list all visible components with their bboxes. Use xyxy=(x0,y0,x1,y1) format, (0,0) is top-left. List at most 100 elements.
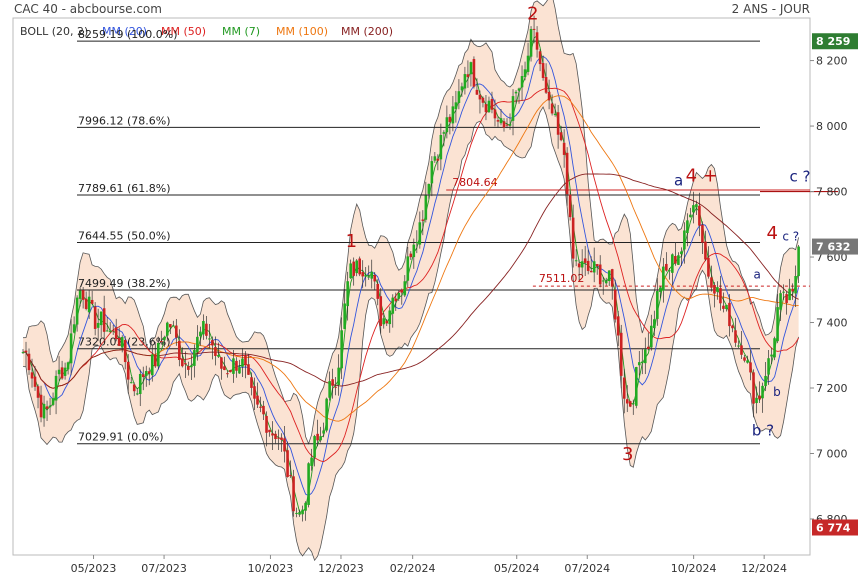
candle-down xyxy=(81,290,85,300)
price-badges: 8 259 7 632 6 774 xyxy=(812,33,858,536)
candle-down xyxy=(481,97,485,103)
bollinger-upper xyxy=(22,0,799,445)
candle-up xyxy=(328,381,331,398)
candle-up xyxy=(397,292,401,299)
candle-up xyxy=(659,287,662,292)
fib-label: 7499.49 (38.2%) xyxy=(78,277,171,290)
fib-label: 8259.19 (100.0%) xyxy=(78,28,178,41)
candle-down xyxy=(538,51,542,65)
candle-down xyxy=(535,32,539,50)
candle-up xyxy=(653,319,656,329)
candle-up xyxy=(782,291,785,293)
candle-down xyxy=(547,91,551,101)
candle-up xyxy=(63,367,67,376)
candle-down xyxy=(734,330,737,343)
candlesticks xyxy=(21,15,800,522)
candle-up xyxy=(87,296,91,313)
candle-up xyxy=(517,88,521,91)
legend-mm20: MM (20) xyxy=(102,25,147,38)
candle-down xyxy=(226,373,229,375)
candle-up xyxy=(677,255,680,265)
candle-up xyxy=(99,311,103,326)
candle-up xyxy=(520,76,524,88)
candle-down xyxy=(532,28,536,30)
bollinger-band xyxy=(22,0,799,562)
wave-label: b xyxy=(773,385,781,399)
level-label: 7511.02 xyxy=(539,272,585,285)
candle-down xyxy=(556,112,560,135)
candle-down xyxy=(256,395,259,405)
price-badge-label: 6 774 xyxy=(816,521,851,534)
candle-up xyxy=(78,290,82,299)
candle-down xyxy=(111,330,115,332)
legend-mm7: MM (7) xyxy=(222,25,260,38)
candle-down xyxy=(701,224,704,243)
wave-label: a xyxy=(754,267,761,281)
candle-down xyxy=(253,386,256,399)
candle-up xyxy=(69,333,73,364)
candle-up xyxy=(406,256,410,281)
candle-down xyxy=(583,258,587,263)
x-tick-label: 02/2024 xyxy=(390,562,436,575)
y-tick-label: 7 400 xyxy=(816,317,848,330)
candle-up xyxy=(631,403,635,405)
y-tick-label: 7 800 xyxy=(816,186,848,199)
candle-up xyxy=(725,304,728,310)
candle-down xyxy=(126,361,130,380)
candle-down xyxy=(117,337,121,346)
candle-up xyxy=(367,276,371,278)
candle-up xyxy=(54,375,58,401)
candle-up xyxy=(108,331,112,333)
wave-label: b ? xyxy=(752,421,774,439)
candle-up xyxy=(202,321,205,335)
candle-down xyxy=(628,401,632,407)
candle-down xyxy=(559,132,563,141)
candle-up xyxy=(42,403,46,419)
candle-up xyxy=(424,195,428,220)
candle-up xyxy=(427,183,431,194)
candle-up xyxy=(607,270,611,282)
candle-down xyxy=(478,94,482,100)
candle-up xyxy=(319,436,322,441)
candle-up xyxy=(66,362,70,370)
fib-label: 7029.91 (0.0%) xyxy=(78,431,164,444)
price-badge-bg xyxy=(812,519,858,536)
price-badge-bg xyxy=(812,33,858,50)
wave-label: 1 xyxy=(346,231,357,252)
candle-up xyxy=(604,281,608,284)
candle-down xyxy=(289,475,292,477)
candle-up xyxy=(773,338,776,358)
candle-up xyxy=(737,345,740,347)
candle-down xyxy=(316,433,319,441)
candle-down xyxy=(274,433,277,440)
candle-up xyxy=(487,100,491,113)
candle-up xyxy=(430,161,434,184)
candle-down xyxy=(436,158,440,161)
candle-down xyxy=(484,104,488,113)
candle-up xyxy=(412,244,416,258)
candle-down xyxy=(740,345,743,355)
candle-up xyxy=(553,113,557,116)
candle-up xyxy=(776,307,779,342)
candle-down xyxy=(45,406,49,409)
candle-up xyxy=(451,106,455,124)
candle-down xyxy=(331,379,334,386)
candle-up xyxy=(508,124,512,126)
price-badge-bg xyxy=(812,238,858,255)
candle-up xyxy=(640,361,644,364)
candle-up xyxy=(96,322,100,328)
candle-down xyxy=(743,357,746,361)
candle-down xyxy=(271,433,274,436)
candle-down xyxy=(505,124,509,126)
candle-down xyxy=(665,263,668,271)
candle-up xyxy=(415,241,419,243)
candle-up xyxy=(794,275,797,294)
candle-up xyxy=(671,254,674,273)
x-tick-label: 07/2023 xyxy=(141,562,187,575)
candle-down xyxy=(785,294,788,303)
candle-down xyxy=(132,384,136,392)
fibonacci-levels: 8259.19 (100.0%) 7996.12 (78.6%) 7789.61 (… xyxy=(77,28,760,445)
candle-up xyxy=(105,330,109,332)
candle-up xyxy=(51,398,55,405)
candle-down xyxy=(613,289,617,320)
